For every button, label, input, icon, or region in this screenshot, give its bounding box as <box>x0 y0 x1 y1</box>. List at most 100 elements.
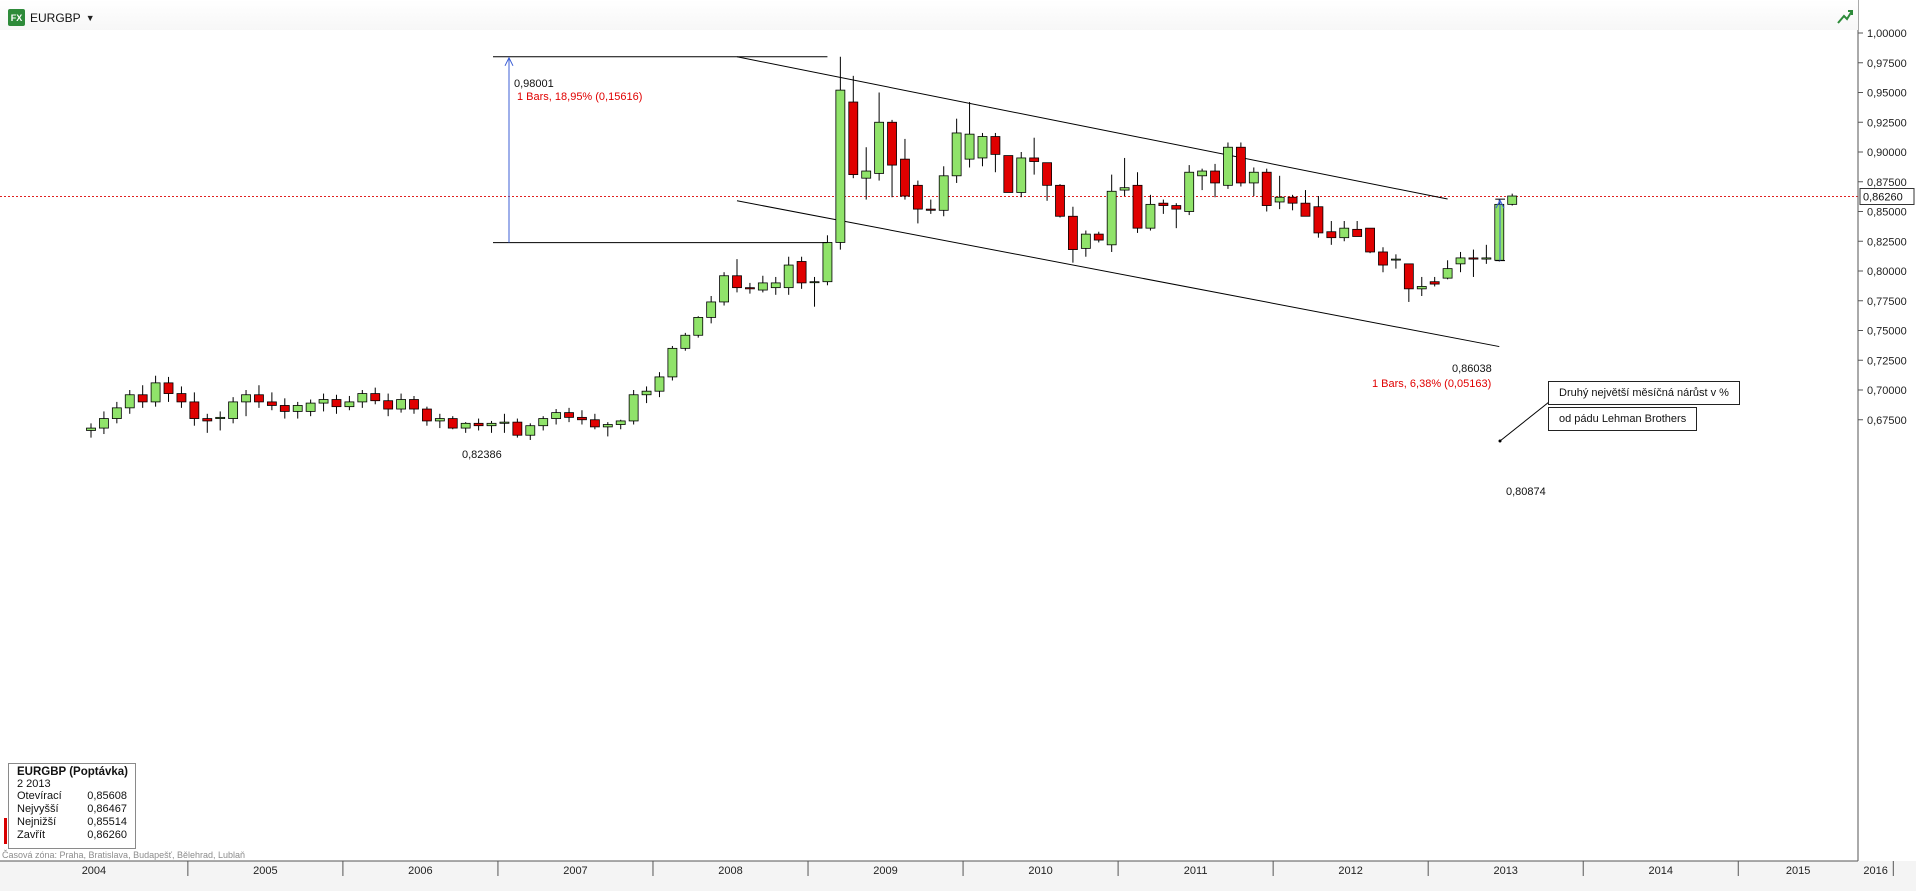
candle[interactable] <box>124 390 135 414</box>
candle[interactable] <box>693 316 704 338</box>
candle[interactable] <box>757 275 768 293</box>
candle[interactable] <box>292 401 303 419</box>
candle[interactable] <box>486 420 497 433</box>
candle[interactable] <box>809 276 820 307</box>
candle[interactable] <box>370 387 381 405</box>
candle[interactable] <box>861 147 872 200</box>
candle[interactable] <box>396 393 406 413</box>
candle[interactable] <box>215 411 226 431</box>
candle[interactable] <box>111 401 122 424</box>
candle[interactable] <box>1391 254 1401 269</box>
candle[interactable] <box>551 409 562 425</box>
candle[interactable] <box>589 413 600 430</box>
candle[interactable] <box>538 416 549 431</box>
candle[interactable] <box>848 75 859 179</box>
candle[interactable] <box>680 332 691 351</box>
annotation-box-1[interactable]: Druhý největší měsíčná nárůst v % <box>1548 381 1740 405</box>
candle[interactable] <box>1106 174 1117 252</box>
candle[interactable] <box>1326 221 1337 245</box>
candle[interactable] <box>344 395 355 411</box>
candle[interactable] <box>1261 168 1272 212</box>
candle[interactable] <box>1145 194 1156 231</box>
candle[interactable] <box>706 295 717 324</box>
candle[interactable] <box>1235 142 1246 187</box>
candle[interactable] <box>1016 152 1027 198</box>
candle[interactable] <box>770 276 781 295</box>
candle[interactable] <box>1248 167 1259 197</box>
candle[interactable] <box>1080 230 1091 257</box>
symbol-label[interactable]: EURGBP <box>30 10 81 25</box>
candle[interactable] <box>331 394 342 414</box>
candle[interactable] <box>938 166 949 217</box>
candle[interactable] <box>499 413 510 433</box>
candle[interactable] <box>525 423 536 440</box>
candle[interactable] <box>1184 165 1195 216</box>
candle[interactable] <box>912 180 923 224</box>
candle[interactable] <box>628 390 639 425</box>
candle[interactable] <box>189 392 200 426</box>
candle[interactable] <box>1352 221 1363 237</box>
candle[interactable] <box>1287 194 1298 211</box>
trend-line[interactable] <box>736 200 1500 348</box>
symbol-selector[interactable]: FX EURGBP ▼ <box>8 9 95 26</box>
candle[interactable] <box>577 410 587 425</box>
candle[interactable] <box>900 138 910 200</box>
candle[interactable] <box>1481 244 1492 264</box>
candle[interactable] <box>874 92 885 181</box>
candle[interactable] <box>305 399 316 417</box>
candle[interactable] <box>925 199 936 214</box>
candle[interactable] <box>564 407 574 423</box>
candle[interactable] <box>719 272 729 306</box>
candle[interactable] <box>1313 196 1324 238</box>
candle[interactable] <box>99 411 109 435</box>
candle[interactable] <box>796 256 807 289</box>
candle[interactable] <box>241 390 251 417</box>
candle[interactable] <box>990 132 1001 173</box>
candle[interactable] <box>202 413 213 433</box>
candle[interactable] <box>279 398 290 419</box>
candle[interactable] <box>383 393 394 417</box>
candle[interactable] <box>1378 247 1388 273</box>
chevron-down-icon[interactable]: ▼ <box>85 12 95 23</box>
candle[interactable] <box>512 418 523 438</box>
candle[interactable] <box>1300 190 1311 217</box>
candle[interactable] <box>602 422 613 437</box>
candle[interactable] <box>1132 172 1143 233</box>
candle[interactable] <box>1365 227 1375 254</box>
candle[interactable] <box>266 392 277 411</box>
candle[interactable] <box>783 256 794 295</box>
candle[interactable] <box>964 102 975 168</box>
candle[interactable] <box>86 423 96 438</box>
candle[interactable] <box>1029 137 1040 175</box>
candle[interactable] <box>357 390 368 408</box>
candle[interactable] <box>745 282 755 294</box>
candle[interactable] <box>447 416 458 430</box>
candle[interactable] <box>951 118 962 183</box>
candle[interactable] <box>654 372 665 398</box>
candle[interactable] <box>1468 249 1479 277</box>
candle[interactable] <box>1429 276 1440 287</box>
candle[interactable] <box>228 397 239 424</box>
candle[interactable] <box>176 386 187 408</box>
candle[interactable] <box>1507 193 1518 206</box>
candle[interactable] <box>1403 263 1414 302</box>
candle[interactable] <box>163 376 174 402</box>
candle[interactable] <box>615 419 626 430</box>
candle[interactable] <box>1494 199 1505 262</box>
annotation-box-2[interactable]: od pádu Lehman Brothers <box>1548 407 1698 431</box>
candle[interactable] <box>460 422 471 433</box>
candle[interactable] <box>1416 276 1427 296</box>
candle[interactable] <box>1455 251 1466 273</box>
candle[interactable] <box>1042 162 1052 201</box>
candle[interactable] <box>1055 184 1065 218</box>
candle[interactable] <box>1068 206 1078 263</box>
candle[interactable] <box>422 406 432 426</box>
candle[interactable] <box>254 385 264 408</box>
candle[interactable] <box>1197 168 1208 191</box>
candle[interactable] <box>1171 203 1182 229</box>
trend-line-icon[interactable] <box>1836 8 1854 26</box>
candle[interactable] <box>473 418 484 431</box>
candle[interactable] <box>732 259 742 293</box>
candle[interactable] <box>887 119 897 198</box>
